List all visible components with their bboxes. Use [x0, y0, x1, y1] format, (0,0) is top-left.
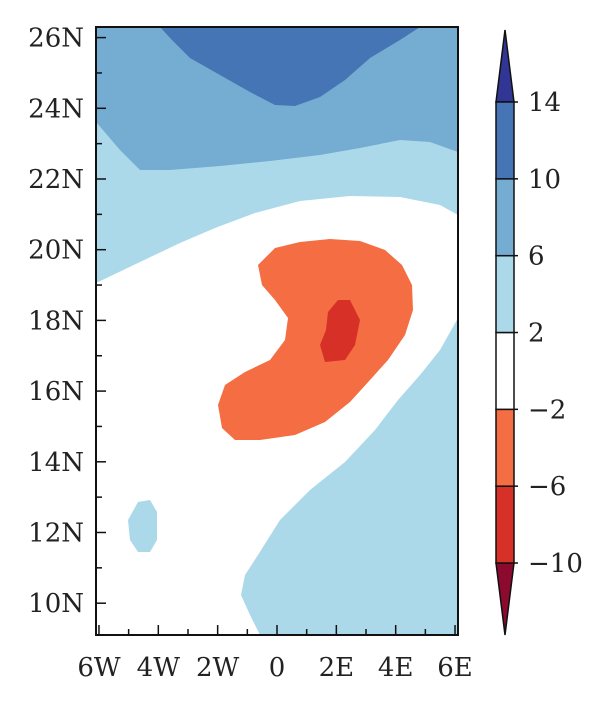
x-tick-label-4: 2E [319, 653, 355, 683]
colorbar-label-6: 14 [528, 88, 561, 118]
colorbar-label-2: −2 [528, 395, 566, 425]
y-tick-label-7: 24N [28, 94, 84, 124]
y-tick-label-3: 16N [28, 377, 84, 407]
plot-area [96, 27, 458, 635]
region-10-14 [160, 27, 420, 106]
colorbar-box-0 [495, 485, 515, 564]
region-neg10-neg6 [320, 300, 360, 362]
colorbar-extend-high [495, 29, 515, 103]
colorbar-box-3 [495, 254, 515, 334]
y-tick-label-1: 12N [28, 518, 84, 548]
colorbar-labels: −10 −6 −2 2 6 10 14 [514, 88, 583, 579]
region-2-6-patch [128, 500, 157, 552]
colorbar-box-2 [495, 331, 515, 411]
y-tick-label-5: 20N [28, 236, 84, 266]
y-tick-label-6: 22N [28, 165, 84, 195]
y-tick-label-2: 14N [28, 448, 84, 478]
x-tick-label-6: 6E [437, 653, 473, 683]
region-2-6-south [241, 318, 458, 635]
colorbar-box-5 [495, 101, 515, 180]
y-axis-labels: 10N 12N 14N 16N 18N 20N 22N 24N 26N [28, 24, 84, 620]
y-tick-label-4: 18N [28, 306, 84, 336]
colorbar-box-1 [495, 408, 515, 487]
x-tick-label-3: 0 [269, 653, 286, 683]
x-axis-ticks [98, 625, 456, 635]
colorbar-label-4: 6 [528, 242, 545, 272]
x-tick-label-2: 2W [196, 653, 240, 683]
y-tick-label-0: 10N [28, 589, 84, 619]
region-neg6-neg2 [218, 239, 413, 440]
colorbar-label-0: −10 [528, 549, 583, 579]
colorbar-extend-low [495, 562, 515, 636]
x-axis-labels: 6W 4W 2W 0 2E 4E 6E [77, 653, 472, 683]
y-tick-label-8: 26N [28, 24, 84, 54]
y-axis-ticks [96, 36, 106, 604]
x-tick-label-5: 4E [378, 653, 414, 683]
x-tick-label-1: 4W [137, 653, 181, 683]
x-tick-label-0: 6W [77, 653, 121, 683]
colorbar-label-1: −6 [528, 472, 566, 502]
colorbar-label-5: 10 [528, 165, 561, 195]
colorbar [495, 29, 515, 636]
colorbar-label-3: 2 [528, 319, 545, 349]
colorbar-box-4 [495, 178, 515, 257]
